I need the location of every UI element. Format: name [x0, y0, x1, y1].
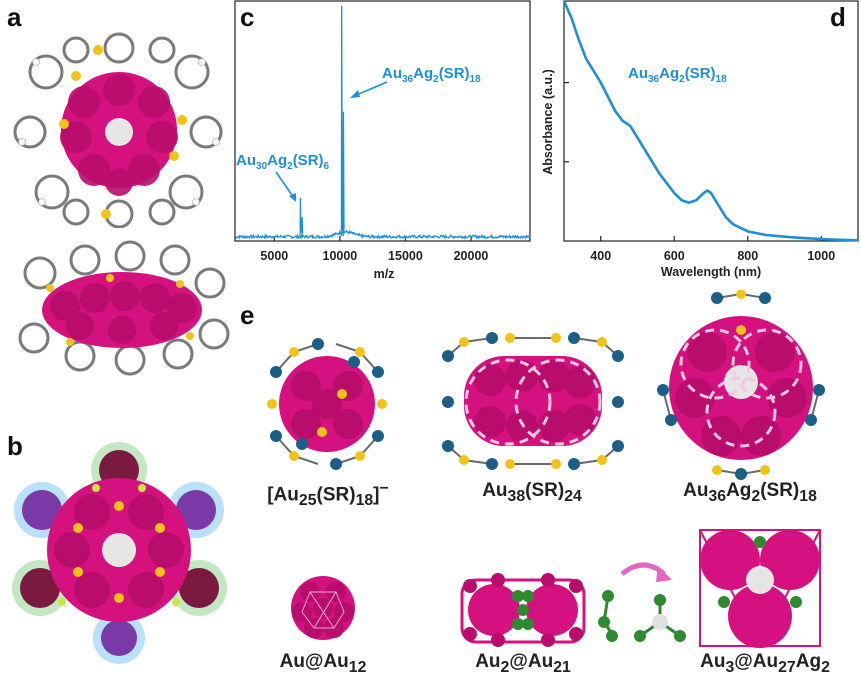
arrow-au36ag2 — [353, 81, 388, 97]
annotation-au30ag2: Au30Ag2(SR)6 — [236, 152, 330, 172]
y-axis-label: Absorbance (a.u.) — [541, 69, 555, 175]
ligand-shell — [13, 32, 223, 228]
annotation-au36ag2-d: Au36Ag2(SR)18 — [628, 65, 727, 85]
structure-a-top — [13, 32, 223, 228]
transform-arrow-icon — [598, 562, 686, 642]
structure-au25 — [267, 338, 387, 470]
chart-mass-spectrum: 5000 10000 15000 20000 m/z Au36Ag2(SR)18 Au… — [234, 0, 531, 281]
structure-b — [12, 442, 227, 664]
panel-label-b: b — [7, 431, 23, 461]
caption-au36ag2: Au36Ag2(SR)18 — [683, 480, 817, 505]
x-tick-label: 600 — [664, 249, 685, 263]
x-tick-label: 10000 — [323, 249, 358, 263]
x-axis-label: Wavelength (nm) — [661, 265, 761, 279]
structure-a-bottom — [18, 240, 230, 376]
panel-label-c: c — [240, 2, 255, 32]
x-tick-label: 400 — [590, 249, 611, 263]
x-tick-label: 1000 — [807, 249, 835, 263]
silver-center — [105, 118, 133, 146]
x-tick-label: 20000 — [454, 249, 489, 263]
caption-au25: [Au25(SR)18]− — [267, 480, 389, 510]
x-tick-label: 5000 — [260, 249, 288, 263]
annotation-au36ag2: Au36Ag2(SR)18 — [382, 65, 481, 85]
spectrum-trace — [234, 5, 531, 241]
caption-au3-au27ag2: Au3@Au27Ag2 — [700, 651, 830, 676]
caption-au-au12: Au@Au12 — [279, 651, 367, 676]
x-tick-label: 15000 — [388, 249, 423, 263]
kernel-au13 — [291, 576, 355, 640]
kernel-au30ag2 — [699, 529, 821, 649]
structure-au38 — [442, 332, 624, 470]
caption-au2-au21: Au2@Au21 — [475, 651, 571, 676]
chart-absorbance: 400 600 800 1000 Wavelength (nm) Absorbance… — [541, 0, 859, 279]
kernel-au23 — [460, 573, 586, 647]
arrow-au30ag2 — [275, 171, 295, 199]
x-tick-label: 800 — [737, 249, 758, 263]
panel-label-d: d — [830, 2, 846, 32]
caption-au38: Au38(SR)24 — [482, 480, 582, 505]
plot-frame — [563, 0, 859, 242]
plot-frame — [234, 0, 531, 242]
absorbance-trace — [562, 0, 859, 242]
x-axis-label: m/z — [374, 267, 395, 281]
panel-label-a: a — [7, 2, 22, 32]
panel-label-e: e — [240, 300, 255, 330]
structure-au36ag2 — [657, 290, 825, 480]
